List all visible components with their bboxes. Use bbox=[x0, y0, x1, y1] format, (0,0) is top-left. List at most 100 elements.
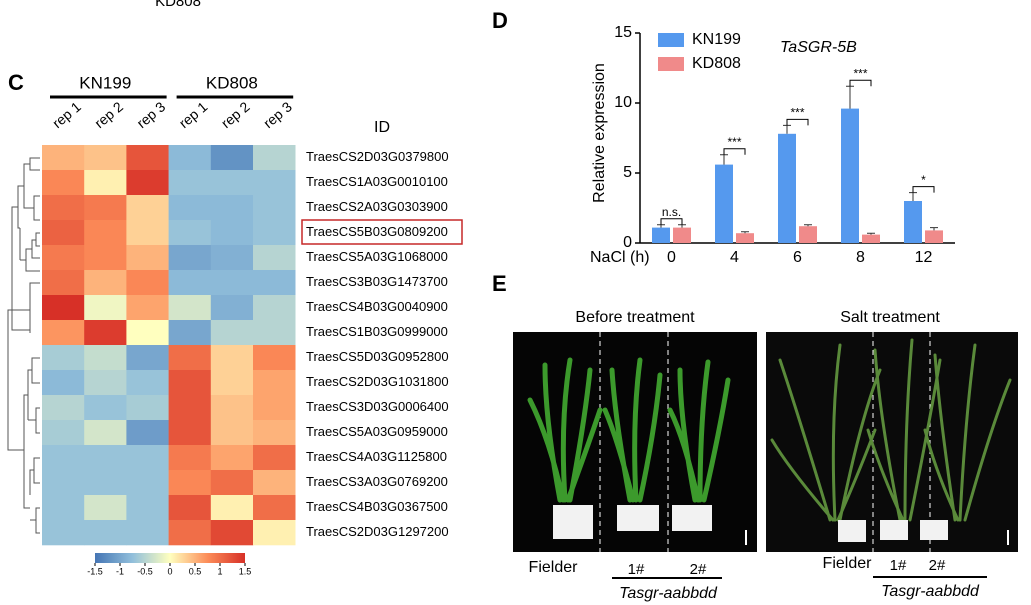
colorbar-tick-label: 0 bbox=[167, 566, 172, 576]
significance-label: n.s. bbox=[662, 205, 681, 219]
photo-title: Salt treatment bbox=[840, 309, 940, 326]
heatmap-cell bbox=[126, 470, 169, 496]
heatmap-cell bbox=[253, 395, 296, 421]
row-label: TraesCS5A03G1068000 bbox=[306, 249, 448, 264]
dendrogram bbox=[7, 157, 40, 534]
bar bbox=[862, 234, 880, 243]
significance-label: *** bbox=[853, 66, 867, 80]
heatmap-cell bbox=[42, 495, 85, 521]
bar bbox=[652, 227, 670, 243]
significance-bracket bbox=[723, 148, 746, 155]
heatmap-cell bbox=[210, 445, 254, 471]
heatmap-cell bbox=[42, 270, 85, 296]
heatmap-cell bbox=[253, 245, 296, 271]
significance-bracket bbox=[912, 186, 935, 193]
bar bbox=[778, 133, 796, 243]
significance-label: *** bbox=[790, 106, 804, 120]
y-tick-label: 15 bbox=[614, 24, 632, 41]
column-label: rep 2 bbox=[91, 98, 126, 131]
error-bar bbox=[657, 224, 665, 228]
highlight-box bbox=[301, 219, 463, 245]
row-label: TraesCS5A03G0959000 bbox=[306, 424, 448, 439]
heatmap-cell bbox=[253, 220, 296, 246]
row-label: TraesCS3D03G0006400 bbox=[306, 399, 449, 414]
heatmap-cell bbox=[126, 220, 169, 246]
heatmap-cell bbox=[253, 145, 296, 171]
heatmap-cell bbox=[84, 470, 127, 496]
heatmap-cell bbox=[253, 470, 296, 496]
heatmap-cell bbox=[84, 320, 127, 346]
heatmap-cell bbox=[253, 420, 296, 446]
significance-bracket bbox=[660, 218, 683, 225]
control-label: Fielder bbox=[823, 555, 873, 572]
heatmap-cell bbox=[126, 370, 169, 396]
error-bar bbox=[804, 224, 812, 227]
significance-bracket bbox=[849, 79, 872, 87]
heatmap-cell bbox=[126, 295, 169, 321]
heatmap-cell bbox=[126, 145, 169, 171]
heatmap-cell bbox=[253, 170, 296, 196]
heatmap-cell bbox=[126, 170, 169, 196]
line-label: 2# bbox=[929, 557, 946, 574]
error-bar bbox=[720, 154, 728, 165]
row-label: TraesCS1B03G0999000 bbox=[306, 324, 448, 339]
heatmap-cell bbox=[168, 195, 212, 221]
heatmap-cell bbox=[84, 495, 127, 521]
heatmap-cell bbox=[210, 170, 254, 196]
error-bar bbox=[930, 227, 938, 231]
column-label: rep 1 bbox=[176, 98, 211, 131]
heatmap-cell bbox=[210, 395, 254, 421]
heatmap-cell bbox=[84, 420, 127, 446]
error-bar bbox=[783, 124, 791, 134]
row-label: TraesCS2D03G1297200 bbox=[306, 524, 449, 539]
heatmap-cell bbox=[126, 495, 169, 521]
heatmap-cell bbox=[210, 420, 254, 446]
y-tick-label: 5 bbox=[623, 164, 632, 181]
row-label: TraesCS4B03G0040900 bbox=[306, 299, 448, 314]
colorbar-tick-label: 1 bbox=[217, 566, 222, 576]
heatmap-cell bbox=[168, 245, 212, 271]
panel-label: D bbox=[492, 8, 508, 33]
heatmap-cell bbox=[42, 295, 85, 321]
significance-label: *** bbox=[727, 135, 741, 149]
y-tick-label: 0 bbox=[623, 234, 632, 251]
heatmap-cell bbox=[168, 395, 212, 421]
group-label: KD808 bbox=[206, 73, 258, 92]
heatmap-cell bbox=[168, 320, 212, 346]
heatmap-cell bbox=[42, 245, 85, 271]
heatmap-cell bbox=[210, 520, 254, 546]
row-label: TraesCS4A03G1125800 bbox=[306, 449, 447, 464]
heatmap-cell bbox=[84, 445, 127, 471]
column-label: rep 1 bbox=[49, 98, 84, 131]
colorbar-tick-label: -1 bbox=[116, 566, 124, 576]
x-tick-label: 8 bbox=[856, 249, 865, 266]
row-label: TraesCS5B03G0809200 bbox=[306, 224, 448, 239]
heatmap-cell bbox=[84, 295, 127, 321]
photo-panels bbox=[513, 332, 1018, 552]
x-tick-label: 12 bbox=[915, 249, 933, 266]
heatmap-cell bbox=[253, 495, 296, 521]
y-tick-label: 10 bbox=[614, 94, 632, 111]
heatmap-cell bbox=[42, 470, 85, 496]
x-axis-label: NaCl (h) bbox=[590, 249, 650, 266]
line-label: 1# bbox=[628, 561, 645, 578]
genotype-label: Tasgr-aabbdd bbox=[619, 585, 718, 602]
heatmap-cell bbox=[168, 470, 212, 496]
heatmap-cell bbox=[253, 270, 296, 296]
row-label: TraesCS3A03G0769200 bbox=[306, 474, 448, 489]
heatmap-cell bbox=[210, 145, 254, 171]
heatmap-cell bbox=[84, 170, 127, 196]
bar bbox=[715, 164, 733, 243]
chart-title: TaSGR-5B bbox=[780, 39, 857, 56]
row-label: TraesCS1A03G0010100 bbox=[306, 174, 448, 189]
heatmap-cell bbox=[84, 345, 127, 371]
genotype-label: Tasgr-aabbdd bbox=[881, 583, 980, 600]
legend-label: KD808 bbox=[692, 55, 741, 72]
colorbar-tick-label: 1.5 bbox=[239, 566, 252, 576]
heatmap-cell bbox=[168, 495, 212, 521]
heatmap-cell bbox=[168, 520, 212, 546]
bar bbox=[673, 227, 691, 243]
row-label: TraesCS5D03G0952800 bbox=[306, 349, 449, 364]
heatmap-cell bbox=[210, 220, 254, 246]
